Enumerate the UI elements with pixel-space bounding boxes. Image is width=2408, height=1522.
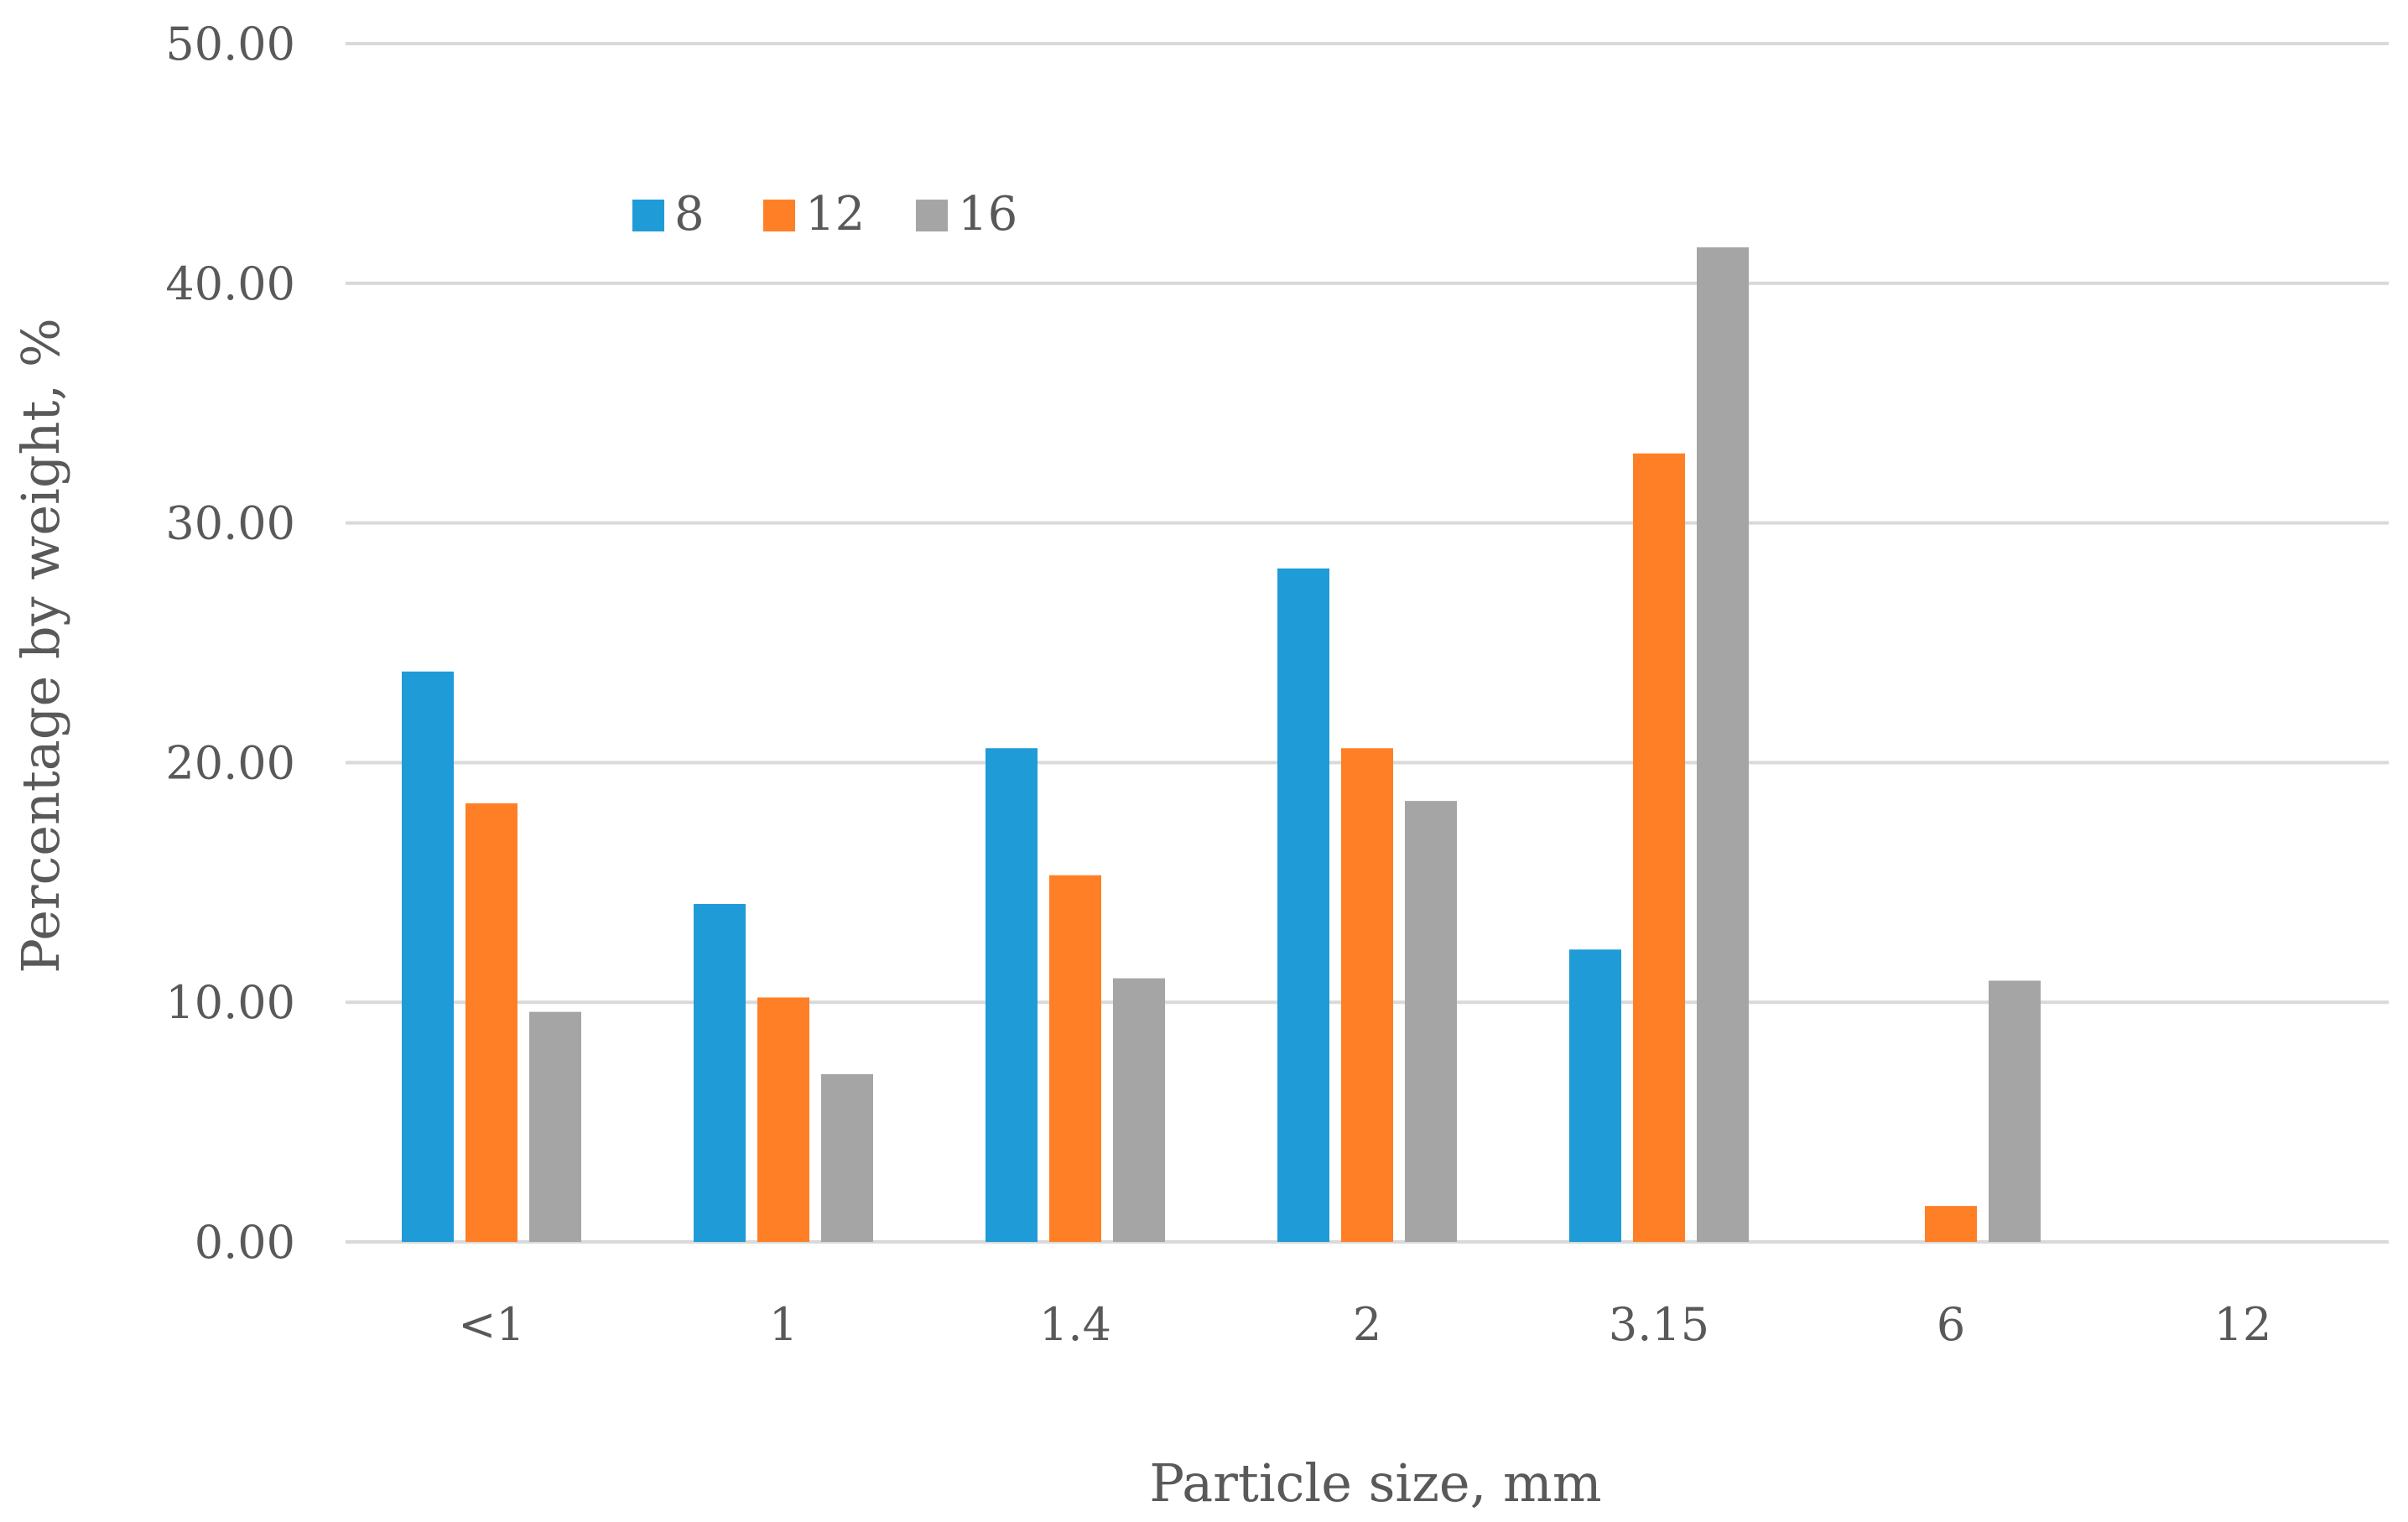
legend-label-16: 16 bbox=[958, 187, 1017, 242]
x-tick-label: 1.4 bbox=[1039, 1298, 1111, 1351]
bar-series-16-cat-3 bbox=[1405, 801, 1457, 1242]
x-axis-ticks: <1 1 1.4 2 3.15 6 12 bbox=[458, 1298, 2271, 1351]
bar-series-12-cat-2 bbox=[1049, 875, 1101, 1242]
bar-series-8-cat-2 bbox=[986, 748, 1038, 1242]
legend-swatch-16 bbox=[916, 200, 948, 231]
y-tick-label: 0.00 bbox=[195, 1216, 295, 1269]
legend-label-8: 8 bbox=[674, 187, 705, 242]
x-axis-title: Particle size, mm bbox=[1149, 1452, 1601, 1514]
x-tick-label: 6 bbox=[1937, 1298, 1965, 1351]
bar-series-12-cat-5 bbox=[1925, 1206, 1977, 1242]
y-tick-label: 40.00 bbox=[165, 257, 295, 310]
bar-series-12-cat-4 bbox=[1633, 453, 1685, 1242]
y-tick-label: 50.00 bbox=[165, 18, 295, 70]
x-tick-label: 12 bbox=[2214, 1298, 2272, 1351]
y-tick-label: 10.00 bbox=[165, 976, 295, 1029]
bar-series-12-cat-1 bbox=[757, 997, 809, 1242]
bar-series-8-cat-1 bbox=[694, 904, 746, 1242]
y-axis-ticks: 0.00 10.00 20.00 30.00 40.00 50.00 bbox=[165, 18, 295, 1269]
bar-series-8-cat-0 bbox=[402, 671, 454, 1242]
legend-swatch-8 bbox=[632, 200, 664, 231]
bar-series-12-cat-3 bbox=[1341, 748, 1393, 1242]
legend-swatch-12 bbox=[763, 200, 795, 231]
legend: 8 12 16 bbox=[632, 187, 1017, 242]
bar-series-16-cat-0 bbox=[529, 1011, 581, 1242]
x-tick-label: 1 bbox=[769, 1298, 798, 1351]
bars bbox=[402, 247, 2041, 1243]
bar-series-8-cat-4 bbox=[1569, 949, 1621, 1242]
x-tick-label: <1 bbox=[458, 1298, 525, 1351]
bar-series-16-cat-4 bbox=[1697, 247, 1749, 1243]
y-tick-label: 20.00 bbox=[165, 736, 295, 789]
y-tick-label: 30.00 bbox=[165, 497, 295, 550]
bar-series-16-cat-2 bbox=[1113, 978, 1165, 1242]
x-tick-label: 2 bbox=[1353, 1298, 1381, 1351]
legend-label-12: 12 bbox=[805, 187, 865, 242]
bar-series-12-cat-0 bbox=[465, 803, 517, 1242]
bar-series-16-cat-1 bbox=[821, 1073, 873, 1242]
y-axis-title: Percentage by weight, % bbox=[10, 318, 71, 973]
bar-series-8-cat-3 bbox=[1277, 568, 1329, 1242]
x-tick-label: 3.15 bbox=[1609, 1298, 1709, 1351]
bar-series-16-cat-5 bbox=[1989, 980, 2041, 1242]
